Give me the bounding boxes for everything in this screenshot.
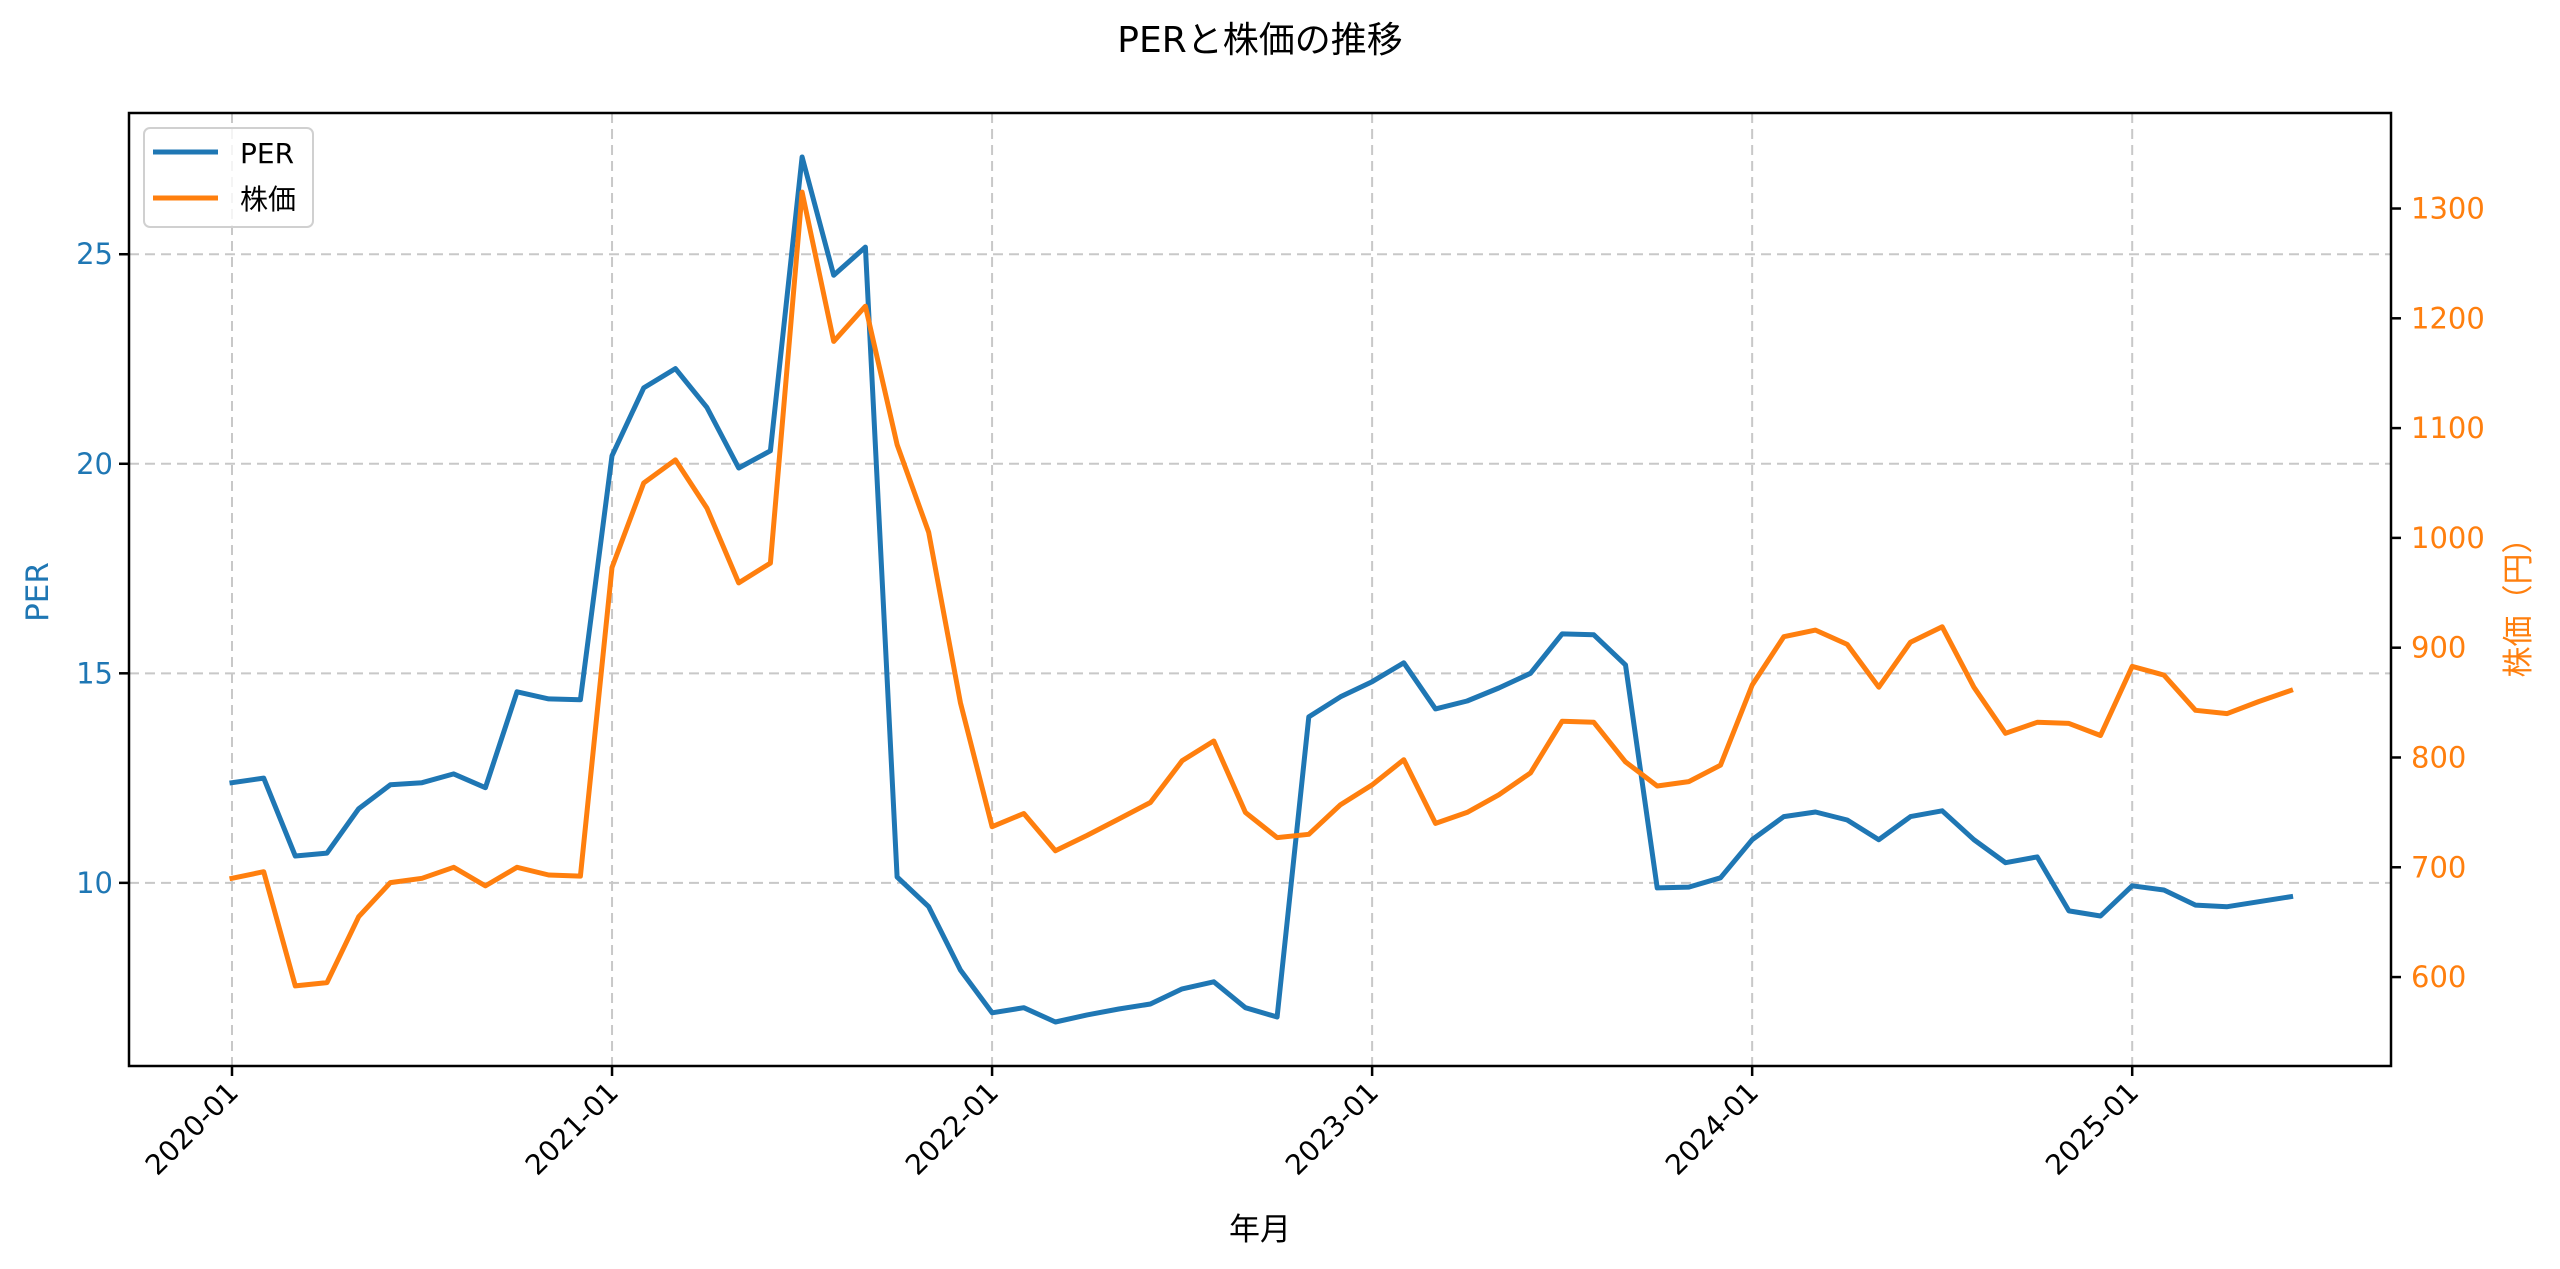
- left-tick-label: 10: [76, 866, 113, 900]
- right-y-axis-ticks: 600 700 800 900 1000 1100 1200 1300: [2391, 192, 2485, 994]
- left-y-axis-ticks: 10 15 20 25: [76, 237, 129, 900]
- left-tick-label: 25: [76, 237, 113, 271]
- right-tick-label: 1300: [2411, 192, 2485, 226]
- x-tick-label: 2021-01: [519, 1076, 625, 1182]
- right-tick-label: 600: [2411, 960, 2466, 994]
- series-line-price: [229, 189, 2294, 989]
- right-tick-label: 800: [2411, 740, 2466, 774]
- left-tick-label: 20: [76, 447, 113, 481]
- x-tick-label: 2022-01: [899, 1076, 1005, 1182]
- right-tick-label: 1200: [2411, 301, 2485, 335]
- right-tick-label: 900: [2411, 631, 2466, 665]
- legend-label-price: 株価: [240, 183, 296, 216]
- series-line-per: [229, 154, 2294, 1025]
- x-tick-label: 2024-01: [1659, 1076, 1765, 1182]
- legend-label-per: PER: [240, 137, 294, 170]
- y-axis-label-right: 株価（円）: [2501, 523, 2537, 678]
- legend: PER 株価: [143, 127, 314, 228]
- right-tick-label: 1000: [2411, 521, 2485, 555]
- x-axis-ticks: 2020-01 2021-01 2022-01 2023-01 2024-01 2025-…: [139, 1066, 2145, 1182]
- grid-lines: [129, 113, 2391, 1066]
- x-axis-label: 年月: [1229, 1212, 1291, 1248]
- plot-frame: [127, 111, 2393, 1068]
- data-lines: [229, 154, 2294, 1025]
- x-tick-label: 2025-01: [2039, 1076, 2145, 1182]
- right-tick-label: 700: [2411, 850, 2466, 884]
- x-tick-label: 2020-01: [139, 1076, 245, 1182]
- left-tick-label: 15: [76, 656, 113, 690]
- y-axis-label-left: PER: [20, 562, 56, 622]
- right-tick-label: 1100: [2411, 411, 2485, 445]
- chart-title: PERと株価の推移: [1117, 20, 1402, 61]
- x-tick-label: 2023-01: [1279, 1076, 1385, 1182]
